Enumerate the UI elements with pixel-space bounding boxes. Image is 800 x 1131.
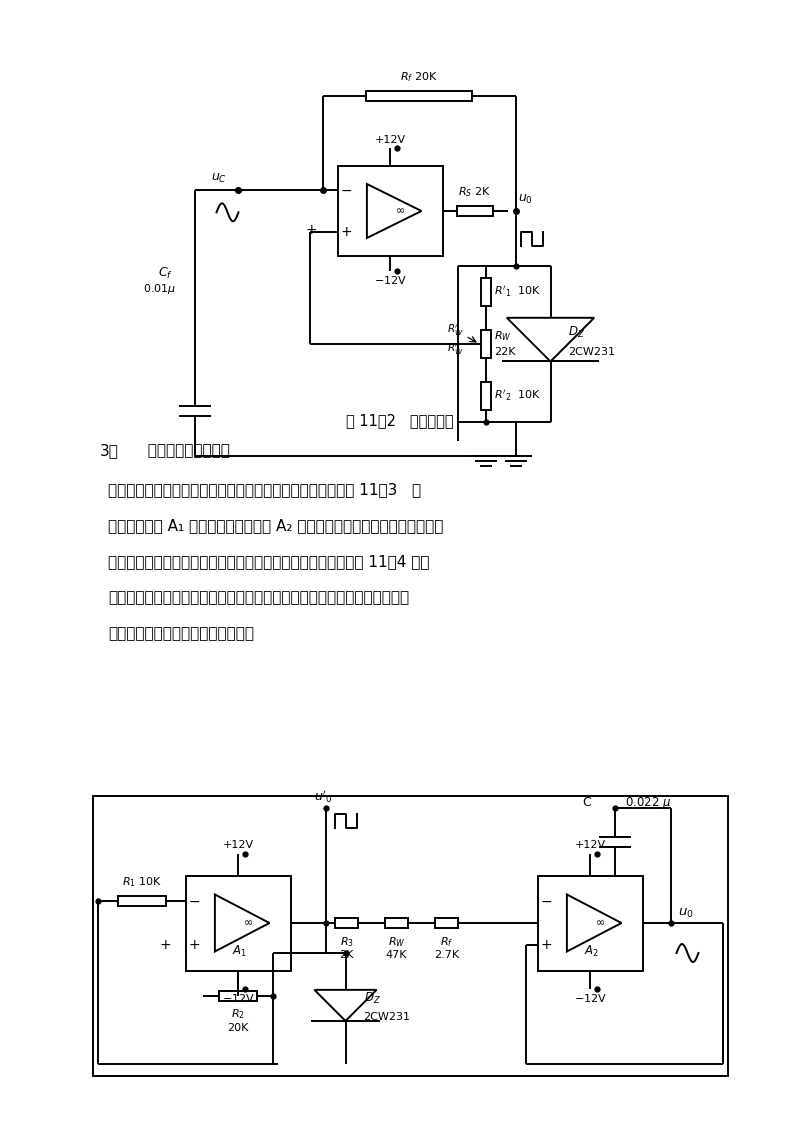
Text: $R_W$: $R_W$ xyxy=(494,329,512,343)
Bar xyxy=(481,330,490,359)
Text: $\infty$: $\infty$ xyxy=(394,205,405,215)
Text: $D_Z$: $D_Z$ xyxy=(569,325,586,339)
Bar xyxy=(186,875,290,970)
Text: $-$: $-$ xyxy=(189,895,201,908)
Text: 3、: 3、 xyxy=(100,443,119,458)
Bar xyxy=(457,206,493,216)
Text: $R_f$
2.7K: $R_f$ 2.7K xyxy=(434,935,459,960)
Text: 三角波和方波发生器: 三角波和方波发生器 xyxy=(138,443,230,458)
Text: $C_f$: $C_f$ xyxy=(158,266,173,280)
Text: +: + xyxy=(306,223,318,236)
Text: $u_C$: $u_C$ xyxy=(211,172,227,184)
Text: 0.022 $\mu$: 0.022 $\mu$ xyxy=(625,795,671,811)
Text: 恒流充电，使三角波线性大大改善。: 恒流充电，使三角波线性大大改善。 xyxy=(108,627,254,641)
Bar xyxy=(93,796,728,1076)
Text: $+$: $+$ xyxy=(341,225,353,239)
Text: $R_2$
20K: $R_2$ 20K xyxy=(227,1008,249,1033)
Bar xyxy=(538,875,642,970)
Text: C: C xyxy=(582,796,591,810)
Bar xyxy=(481,278,490,307)
Bar xyxy=(118,896,166,906)
Text: +: + xyxy=(160,938,171,952)
Bar xyxy=(385,918,408,929)
Text: $+$: $+$ xyxy=(541,938,553,952)
Text: 波、三角波发生器输出波形图。由于采用运放组成的积分电路，因此可实现: 波、三角波发生器输出波形图。由于采用运放组成的积分电路，因此可实现 xyxy=(108,590,409,605)
Text: $R_W$
47K: $R_W$ 47K xyxy=(386,935,407,960)
Text: $A_2$: $A_2$ xyxy=(585,944,599,959)
Bar xyxy=(366,90,472,101)
Text: $R_W''$: $R_W''$ xyxy=(447,342,463,356)
Text: $u_0$: $u_0$ xyxy=(678,906,694,920)
Text: $R_W'$: $R_W'$ xyxy=(447,322,463,338)
Text: $R_1$ 10K: $R_1$ 10K xyxy=(122,875,162,889)
Text: $D_Z$: $D_Z$ xyxy=(363,991,380,1007)
Text: $u_0$: $u_0$ xyxy=(518,192,534,206)
Text: $R'_1$  10K: $R'_1$ 10K xyxy=(494,285,542,300)
Text: $R_3$
2K: $R_3$ 2K xyxy=(339,935,354,960)
Text: 图 11－2   方波发生器: 图 11－2 方波发生器 xyxy=(346,414,454,429)
Text: +12V: +12V xyxy=(574,840,606,851)
Bar xyxy=(335,918,358,929)
Text: $u'_0$: $u'_0$ xyxy=(314,788,333,805)
Text: $R_f$ 20K: $R_f$ 20K xyxy=(400,70,438,84)
Text: $+$: $+$ xyxy=(189,938,201,952)
Text: 示，则比较器 A₁ 输出的方波经积分器 A₂ 积分可得到三角波，三角波又触发比: 示，则比较器 A₁ 输出的方波经积分器 A₂ 积分可得到三角波，三角波又触发比 xyxy=(108,518,443,534)
Text: $A_1$: $A_1$ xyxy=(233,944,247,959)
Text: 如把滞回比较器和积分器首尾相接形成正反馈闭环系统，如图 11－3   所: 如把滞回比较器和积分器首尾相接形成正反馈闭环系统，如图 11－3 所 xyxy=(108,483,421,498)
Text: $-$12V: $-$12V xyxy=(222,992,254,1003)
Text: $R_S$ 2K: $R_S$ 2K xyxy=(458,185,491,199)
Bar xyxy=(481,381,490,411)
Text: +12V: +12V xyxy=(374,135,406,145)
Text: 2CW231: 2CW231 xyxy=(363,1011,410,1021)
Text: $-$: $-$ xyxy=(541,895,553,908)
Text: $-$12V: $-$12V xyxy=(574,992,606,1003)
Bar xyxy=(435,918,458,929)
Text: $\infty$: $\infty$ xyxy=(242,917,253,927)
Text: $0.01\mu$: $0.01\mu$ xyxy=(143,282,177,296)
Text: $-$: $-$ xyxy=(341,183,353,197)
Text: +12V: +12V xyxy=(222,840,254,851)
Text: 较器自动翳转形成方波，这样即可构成三角波、方波发生器。图 11－4 为方: 较器自动翳转形成方波，这样即可构成三角波、方波发生器。图 11－4 为方 xyxy=(108,554,430,570)
Text: $-$12V: $-$12V xyxy=(374,274,406,286)
Text: 2CW231: 2CW231 xyxy=(569,347,615,357)
Text: $R'_2$  10K: $R'_2$ 10K xyxy=(494,389,542,404)
Bar xyxy=(218,991,258,1001)
Text: 22K: 22K xyxy=(494,347,516,357)
Text: $\infty$: $\infty$ xyxy=(594,917,605,927)
Bar xyxy=(338,166,442,256)
